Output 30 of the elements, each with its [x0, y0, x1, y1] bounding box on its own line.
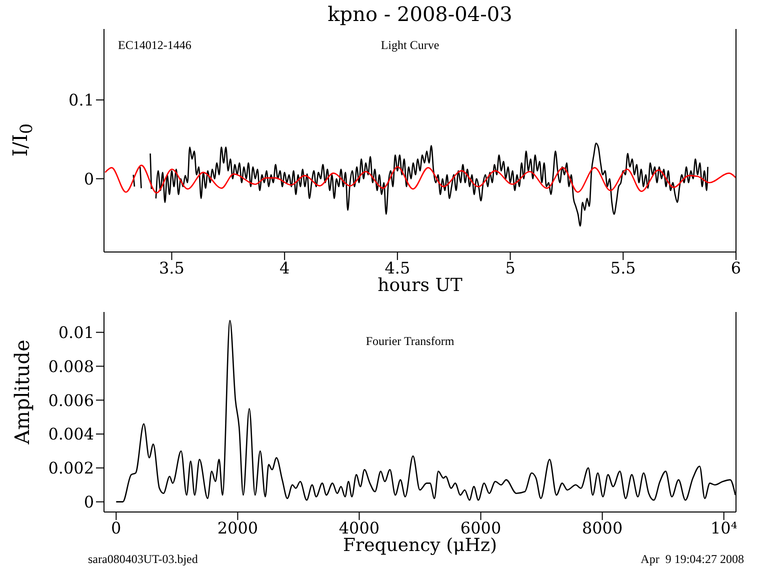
text: Apr 9 19:04:27 2008 — [640, 552, 744, 567]
x-tick-label: 5.5 — [610, 258, 636, 278]
line-series — [104, 164, 736, 194]
x-axis-title: Frequency (μHz) — [342, 535, 497, 556]
text: sara080403UT-03.bjed — [88, 552, 198, 567]
y-tick-label: 0.1 — [68, 90, 94, 110]
y-tick-label: 0.008 — [48, 356, 94, 376]
annotation: Fourier Transform — [366, 334, 454, 349]
x-tick-label: 10⁴ — [710, 518, 738, 538]
chart-title: kpno - 2008-04-03 — [326, 2, 514, 26]
annotation: EC14012-1446 — [118, 38, 192, 53]
annotation: Light Curve — [380, 38, 440, 53]
x-tick-label: 5 — [505, 258, 516, 278]
x-tick-label: 4.5 — [384, 258, 410, 278]
y-axis-title: Amplitude — [10, 340, 34, 444]
y-tick-label: 0.006 — [48, 390, 94, 410]
y-tick-label: 0.01 — [58, 323, 94, 342]
y-tick-label: 0.002 — [48, 458, 94, 478]
x-tick-label: 6000 — [460, 518, 502, 538]
x-tick-label: 8000 — [582, 518, 623, 538]
y-tick-label: 0 — [84, 169, 94, 188]
y-tick-label: 0.004 — [48, 424, 94, 444]
x-tick-label: 6 — [730, 258, 742, 278]
y-tick-label: 0 — [84, 492, 94, 512]
x-axis-title: hours UT — [376, 275, 464, 296]
x-tick-label: 2000 — [217, 518, 258, 538]
x-tick-label: 4 — [279, 258, 290, 278]
x-tick-label: 3.5 — [158, 258, 184, 278]
x-tick-label: 0 — [111, 518, 122, 538]
x-tick-label: 4000 — [338, 518, 380, 538]
